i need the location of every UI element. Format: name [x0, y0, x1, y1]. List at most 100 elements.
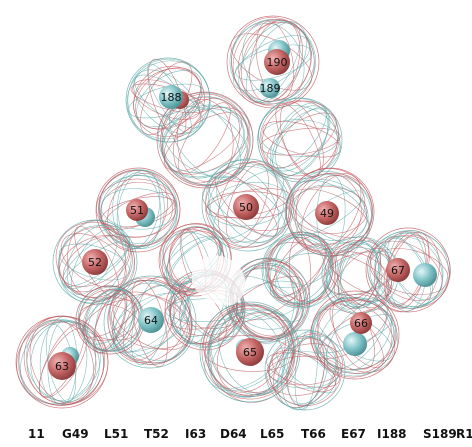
mesh-blob: [226, 15, 320, 109]
mesh-outline: [310, 290, 400, 380]
mesh-line: [294, 330, 318, 411]
residue-name-label: I188: [377, 427, 407, 441]
mesh-line: [236, 264, 298, 339]
mesh-line: [101, 174, 178, 250]
mesh-line: [334, 248, 390, 302]
mesh-line: [82, 299, 136, 338]
mesh-outline: [264, 329, 346, 411]
mesh-line: [29, 319, 94, 404]
mesh-line: [86, 289, 135, 353]
mesh-line: [288, 172, 373, 253]
mesh-line: [107, 279, 192, 365]
mesh-line: [208, 166, 285, 243]
mesh-line: [205, 162, 293, 248]
mesh-outline: [15, 315, 109, 409]
mesh-line: [216, 312, 286, 393]
red-atom-sphere: [233, 194, 259, 220]
residue-number-label: 190: [267, 56, 288, 69]
mesh-line: [328, 254, 392, 297]
residue-number-label: 52: [88, 256, 102, 269]
residue-number-label: 50: [239, 201, 253, 214]
residue-number-label: 188: [161, 91, 182, 104]
mesh-line: [99, 170, 181, 246]
mesh-blob: [261, 231, 339, 309]
mesh-outline: [365, 227, 451, 313]
mesh-line: [369, 230, 449, 309]
mesh-line: [135, 67, 201, 130]
cyan-atom-sphere: [159, 85, 183, 109]
red-atom-sphere: [82, 249, 108, 275]
mesh-line: [133, 69, 201, 135]
mesh-line: [122, 284, 176, 361]
residue-number-label: 49: [320, 207, 334, 220]
mesh-line: [232, 18, 311, 105]
mesh-line: [131, 275, 172, 366]
mesh-line: [287, 337, 325, 407]
mesh-line: [276, 347, 337, 394]
residue-name-label: T52: [144, 427, 169, 441]
mesh-line: [207, 163, 291, 244]
atom-spheres: 190 189 188 51 50 49 52 67 64 66 65 63: [48, 40, 437, 380]
mesh-line: [289, 236, 312, 303]
residue-name-label: D64: [220, 427, 247, 441]
mesh-line: [260, 119, 338, 157]
residue-number-label: 189: [260, 82, 281, 95]
mesh-outline: [103, 275, 197, 369]
mesh-line: [294, 175, 366, 246]
residue-name-label: 11: [28, 427, 45, 441]
mesh-line: [317, 298, 393, 374]
residue-number-label: 51: [130, 204, 144, 217]
mesh-line: [275, 103, 321, 177]
red-atom-sphere: [48, 352, 76, 380]
cyan-atom-sphere: [138, 307, 164, 333]
mesh-line: [233, 35, 311, 91]
residue-number-label: 64: [144, 314, 158, 327]
mesh-line: [66, 224, 127, 300]
mesh-blob: [75, 285, 145, 355]
residue-name-label: L65: [260, 427, 284, 441]
red-atom-sphere: [126, 199, 148, 221]
mesh-line: [326, 240, 392, 307]
mesh-line: [281, 331, 325, 411]
mesh-line: [207, 308, 295, 397]
mesh-line: [111, 294, 191, 350]
residue-number-label: 63: [55, 360, 69, 373]
mesh-line: [100, 188, 176, 230]
mesh-line: [177, 102, 231, 174]
red-atom-sphere: [236, 338, 264, 366]
mesh-line: [328, 251, 393, 302]
mesh-line: [290, 186, 368, 234]
residue-number-label: 65: [243, 346, 257, 359]
mesh-outline: [125, 57, 211, 143]
mesh-line: [164, 112, 243, 172]
mesh-line: [100, 181, 173, 238]
residue-name-label: S189: [423, 427, 457, 441]
mesh-outline: [52, 219, 138, 305]
mesh-line: [337, 238, 382, 309]
mesh-line: [207, 304, 296, 398]
mesh-line: [255, 21, 294, 100]
residue-name-label: G49: [62, 427, 89, 441]
residue-name-label: T66: [301, 427, 326, 441]
mesh-blob: [321, 236, 399, 314]
mesh-line: [70, 228, 118, 295]
cyan-atom-sphere: [343, 332, 367, 356]
mesh-line: [325, 300, 388, 370]
mesh-line: [268, 355, 340, 386]
residue-number-label: 66: [354, 317, 368, 330]
mesh-line: [58, 243, 130, 281]
mesh-line: [214, 172, 278, 238]
mesh-line: [266, 343, 344, 396]
mesh-line: [98, 169, 176, 247]
mesh-line: [337, 243, 383, 309]
mesh-line: [160, 93, 249, 187]
mesh-line: [225, 163, 269, 243]
mesh-line: [367, 231, 451, 307]
central-cavity: [192, 255, 246, 306]
mesh-line: [259, 127, 341, 156]
mesh-line: [116, 170, 161, 249]
mesh-line: [267, 351, 342, 389]
mesh-outline: [285, 167, 375, 257]
mesh-line: [84, 289, 135, 351]
